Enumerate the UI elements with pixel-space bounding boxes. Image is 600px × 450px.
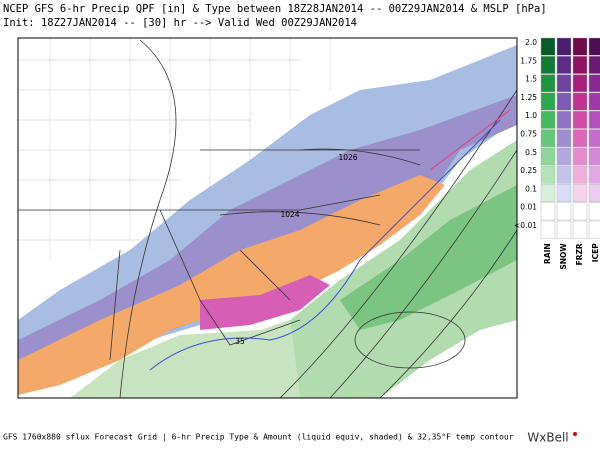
legend-swatch (572, 129, 588, 147)
legend-swatch (540, 129, 556, 147)
legend-label: 0.25 (520, 166, 537, 175)
legend-swatch (588, 56, 600, 74)
legend-swatch (556, 37, 572, 56)
legend-swatch (540, 37, 556, 56)
header-line: Init: 18Z27JAN2014 -- [30] hr --> Valid … (3, 17, 357, 29)
legend-swatch (572, 37, 588, 56)
legend-swatch (540, 220, 556, 239)
legend-label: 0.01 (520, 203, 537, 212)
legend-column-label: ICEP (591, 243, 600, 262)
contour-label: 1026 (338, 153, 357, 162)
legend-swatch (588, 220, 600, 239)
legend-label: 2.0 (525, 38, 537, 47)
contour-label: 1024 (280, 210, 299, 219)
legend-swatch (556, 56, 572, 74)
legend-label: 1.0 (525, 111, 537, 120)
legend-swatch (572, 202, 588, 221)
legend-label: 0.1 (525, 184, 537, 193)
legend-swatch (556, 165, 572, 184)
legend-swatch (540, 184, 556, 202)
legend-swatch (540, 147, 556, 166)
legend-swatch (572, 184, 588, 202)
header-line: NCEP GFS 6-hr Precip QPF [in] & Type bet… (3, 3, 547, 15)
legend-swatch (588, 165, 600, 184)
legend-swatch (572, 165, 588, 184)
legend-swatch (588, 184, 600, 202)
legend-swatch (572, 220, 588, 239)
legend-swatch (556, 147, 572, 166)
legend-swatch (556, 92, 572, 111)
legend-label: 1.25 (520, 93, 537, 102)
legend-label: 1.5 (525, 75, 537, 84)
legend-swatch (572, 74, 588, 93)
legend-swatch (556, 110, 572, 129)
legend-swatch (572, 56, 588, 74)
contour-label: 35 (235, 337, 245, 346)
legend-column-label: RAIN (543, 243, 552, 264)
map: 1026 1024 35 (18, 38, 517, 398)
legend-column-label: FRZR (575, 243, 584, 265)
legend-label: 0.75 (520, 130, 537, 139)
legend-swatch (556, 220, 572, 239)
legend-swatch (540, 202, 556, 221)
legend-swatch (540, 74, 556, 93)
legend-swatch (588, 74, 600, 93)
legend-swatch (588, 147, 600, 166)
legend-swatch (588, 202, 600, 221)
legend-swatch (588, 92, 600, 111)
legend-label: 1.75 (520, 56, 537, 65)
legend-swatch (556, 202, 572, 221)
legend-column-label: SNOW (559, 243, 568, 270)
legend-swatch (588, 110, 600, 129)
legend-swatch (540, 92, 556, 111)
footer-caption: GFS 1760x880 sflux Forecast Grid | 6-hr … (3, 433, 514, 442)
legend-swatch (572, 110, 588, 129)
legend: 2.0 1.75 1.5 1.25 1.0 0.75 0.5 0.25 0.1 0.01 <0.01… (514, 37, 600, 270)
legend-swatch (540, 165, 556, 184)
legend-swatch (540, 110, 556, 129)
legend-swatch (572, 92, 588, 111)
legend-swatch (588, 37, 600, 56)
legend-swatch (556, 74, 572, 93)
legend-swatch (540, 56, 556, 74)
legend-swatch (556, 184, 572, 202)
legend-swatch (572, 147, 588, 166)
brand: WxBell (527, 431, 568, 445)
legend-label: 0.5 (525, 148, 537, 157)
legend-swatch (588, 129, 600, 147)
legend-swatch (556, 129, 572, 147)
legend-label: <0.01 (514, 221, 537, 230)
